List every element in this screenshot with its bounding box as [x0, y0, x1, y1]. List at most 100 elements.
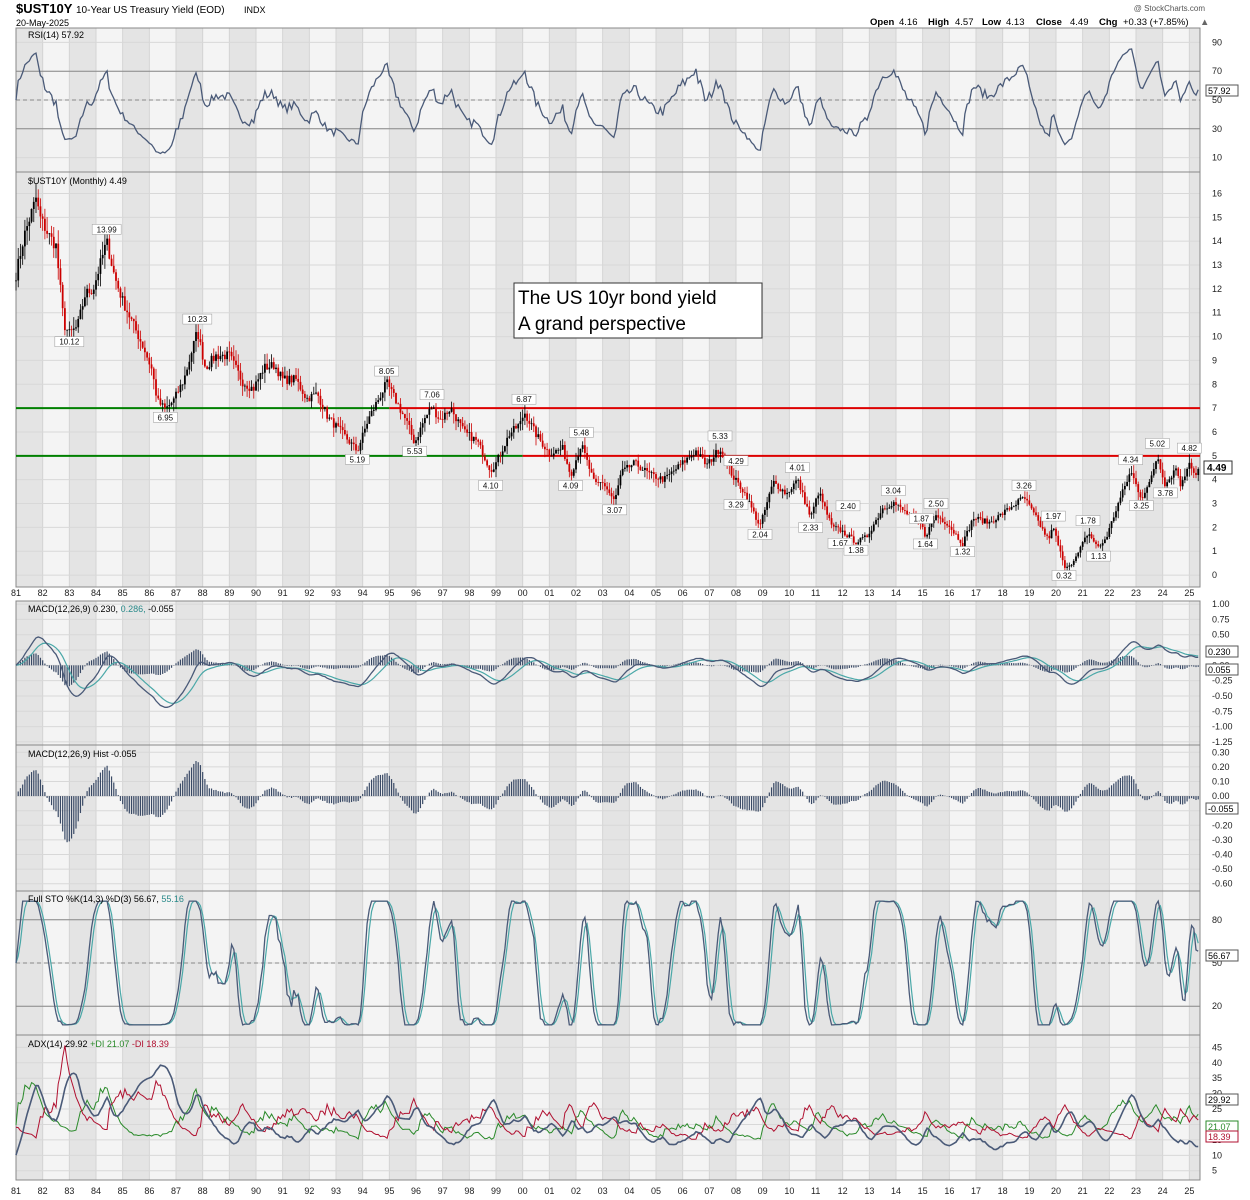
price-candle-body [672, 470, 675, 472]
price-candle-body [15, 280, 17, 282]
price-candle-body [779, 489, 782, 492]
x-tick-label: 23 [1131, 1186, 1141, 1196]
price-candle-body [450, 408, 453, 412]
x-tick-label: 84 [91, 588, 101, 598]
price-candle-body [30, 209, 33, 222]
x-tick-label: 96 [411, 588, 421, 598]
price-candle-body [523, 413, 526, 418]
price-candle-body [183, 375, 186, 385]
price-candle-body [26, 226, 29, 231]
peak-label-box [91, 224, 122, 235]
price-candle-body [435, 407, 437, 418]
price-year-band [389, 172, 416, 587]
price-candle-body [1148, 481, 1151, 488]
price-candle-body [1041, 526, 1044, 529]
adx-year-band [336, 1035, 363, 1180]
macd-year-band [656, 601, 683, 745]
price-candle-body [810, 513, 813, 515]
price-candle-body [1115, 511, 1117, 518]
price-candle-body [932, 520, 935, 524]
price-candle-body [1070, 564, 1073, 566]
price-candle-body [70, 329, 73, 331]
x-tick-label: 95 [384, 588, 394, 598]
price-candle-body [663, 476, 666, 482]
adx-year-band [496, 1035, 523, 1180]
hist-year-band [282, 745, 310, 891]
price-candle-body [206, 366, 209, 369]
price-candle-body [741, 488, 744, 493]
price-candle-body [839, 527, 842, 532]
price-candle-body [881, 508, 884, 514]
price-candle-body [1186, 468, 1189, 477]
price-candle-body [679, 464, 682, 466]
price-candle-body [495, 462, 497, 470]
price-candle-body [1177, 468, 1180, 476]
peak-label-box [345, 454, 370, 465]
price-candle-body [123, 296, 126, 311]
price-candle-body [775, 480, 777, 484]
price-candle-body [643, 467, 646, 471]
price-tick-label: 1 [1212, 546, 1217, 556]
hist-year-band [762, 745, 790, 891]
price-candle-body [301, 389, 304, 394]
rsi-tick-label: 70 [1212, 66, 1222, 76]
price-candle-body [675, 469, 677, 471]
price-candle-body [1132, 473, 1135, 479]
price-candle-body [441, 419, 444, 421]
adx-tick-label: 45 [1212, 1042, 1222, 1052]
price-tick-label: 8 [1212, 379, 1217, 389]
price-candle-body [921, 523, 924, 527]
price-candle-body [372, 409, 375, 411]
price-candle-body [781, 489, 784, 492]
price-candle-body [935, 515, 937, 521]
price-year-band [496, 172, 523, 587]
x-tick-label: 84 [91, 1186, 101, 1196]
price-candle-body [312, 393, 315, 395]
sto-tick-label: 80 [1212, 915, 1222, 925]
price-tick-label: 6 [1212, 427, 1217, 437]
price-candle-body [1128, 474, 1131, 482]
peak-label: 3.04 [886, 487, 902, 496]
price-candle-body [1008, 508, 1011, 510]
price-candle-body [837, 526, 840, 528]
price-candle-body [983, 518, 986, 524]
peak-label: 4.34 [1123, 456, 1139, 465]
price-candle-body [570, 471, 573, 476]
price-candle-body [101, 254, 104, 259]
price-candle-body [248, 388, 251, 391]
price-candle-body [215, 354, 217, 361]
price-candle-body [941, 518, 944, 523]
price-candle-body [375, 402, 377, 410]
adx-year-band [816, 1035, 843, 1180]
price-candle-body [368, 416, 371, 424]
price-candle-body [319, 395, 322, 405]
price-candle-body [326, 407, 329, 419]
price-candle-body [826, 506, 829, 515]
hist-year-band [549, 745, 576, 891]
price-candle-body [508, 436, 511, 438]
price-candle-body [252, 386, 255, 391]
x-tick-label: 11 [811, 1186, 820, 1196]
peak-label: 1.67 [832, 539, 848, 548]
price-candle-body [363, 428, 366, 433]
x-tick-label: 08 [731, 588, 741, 598]
macd-legend: MACD(12,26,9) 0.230, 0.286, -0.055 [28, 604, 174, 614]
price-candle-body [530, 423, 533, 425]
price-candle-body [639, 466, 642, 471]
adx-year-band [656, 1035, 683, 1180]
mdi-line [15, 1045, 1199, 1140]
price-candle-body [228, 351, 231, 353]
price-candle-body [59, 268, 62, 285]
price-candle-body [532, 423, 535, 427]
x-tick-label: 24 [1158, 1186, 1168, 1196]
peak-label-box [153, 412, 178, 423]
adx-year-band [229, 1035, 256, 1180]
price-candle-body [997, 515, 1000, 521]
adx-year-band [869, 1035, 896, 1180]
price-candle-body [186, 369, 189, 376]
peak-label-box [419, 389, 445, 400]
price-candle-body [757, 519, 760, 524]
x-tick-label: 25 [1184, 588, 1194, 598]
x-tick-label: 15 [918, 588, 928, 598]
price-candle-body [321, 404, 324, 410]
